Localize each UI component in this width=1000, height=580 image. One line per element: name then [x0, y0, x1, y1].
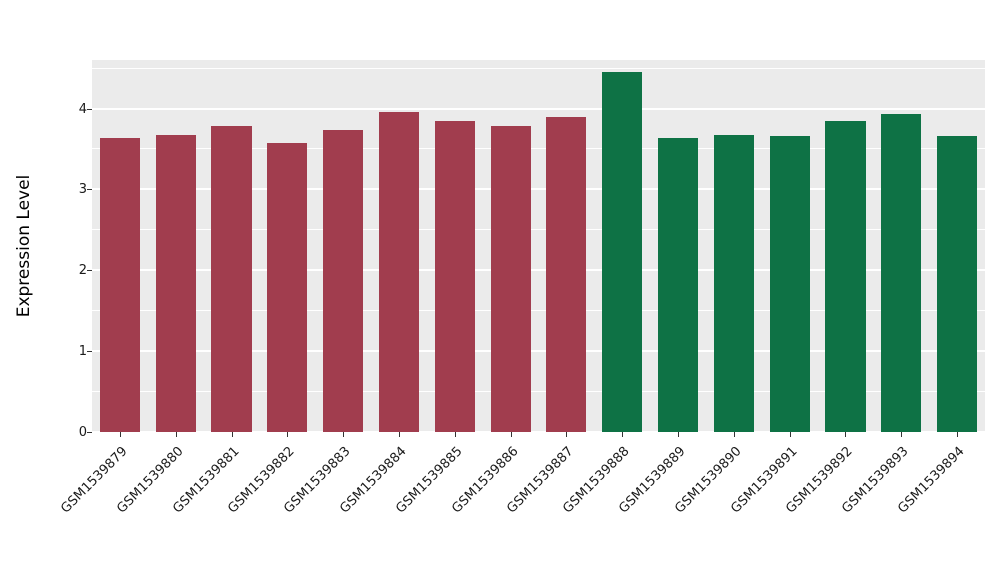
bar	[825, 121, 866, 432]
y-tick-label: 0	[78, 425, 87, 440]
x-tick-label: GSM1539883	[281, 444, 354, 517]
y-tick-mark	[87, 351, 92, 353]
x-tick-label: GSM1539888	[560, 444, 633, 517]
gridline-minor	[92, 229, 985, 231]
bar	[434, 121, 475, 432]
bar	[267, 142, 308, 432]
x-tick-label: GSM1539882	[225, 444, 298, 517]
x-tick-mark	[231, 432, 233, 437]
x-tick-label: GSM1539886	[448, 444, 522, 517]
bar	[769, 136, 810, 432]
y-tick-mark	[87, 432, 92, 433]
bar	[99, 137, 140, 432]
x-tick-mark	[957, 432, 959, 437]
gridline-minor	[92, 148, 985, 150]
gridline-major	[92, 188, 985, 191]
x-tick-mark	[510, 432, 512, 437]
bar	[602, 72, 643, 432]
x-tick-mark	[678, 432, 680, 437]
x-tick-label: GSM1539887	[504, 444, 578, 517]
y-axis-title: Expression Level	[14, 174, 34, 318]
x-tick-mark	[901, 432, 903, 437]
x-tick-label: GSM1539893	[839, 444, 912, 517]
y-tick-label: 3	[78, 182, 87, 198]
x-tick-mark	[733, 432, 735, 437]
y-tick-mark	[87, 189, 92, 191]
x-tick-mark	[287, 432, 289, 437]
x-tick-label: GSM1539894	[895, 444, 968, 517]
bar	[713, 135, 754, 432]
x-tick-mark	[622, 432, 624, 437]
gridline-minor	[92, 310, 985, 312]
x-tick-mark	[175, 432, 177, 437]
x-tick-label: GSM1539892	[783, 444, 857, 517]
x-tick-mark	[566, 432, 568, 437]
x-tick-label: GSM1539880	[113, 444, 187, 517]
plot-panel	[92, 60, 985, 433]
x-tick-label: GSM1539890	[672, 444, 745, 517]
x-tick-mark	[454, 432, 456, 437]
y-tick-mark	[87, 270, 92, 272]
gridline-major	[92, 107, 985, 110]
x-tick-mark	[789, 432, 791, 437]
gridline-minor	[92, 391, 985, 393]
x-tick-label: GSM1539891	[727, 444, 801, 517]
x-tick-mark	[343, 432, 345, 437]
bar	[881, 114, 922, 432]
bar	[490, 125, 531, 432]
x-tick-label: GSM1539885	[392, 444, 466, 517]
gridline-major	[92, 350, 985, 353]
bar	[323, 129, 364, 432]
bar	[155, 135, 196, 432]
y-tick-label: 4	[78, 101, 87, 117]
x-tick-label: GSM1539889	[616, 444, 689, 517]
bar	[378, 111, 420, 432]
gridline-major	[92, 431, 985, 433]
bar	[546, 117, 587, 432]
x-tick-mark	[398, 432, 400, 437]
x-tick-label: GSM1539881	[169, 444, 243, 517]
gridline-minor	[92, 67, 985, 69]
x-tick-label: GSM1539879	[58, 444, 131, 517]
bar	[657, 137, 699, 432]
bar	[211, 125, 252, 432]
bar	[937, 136, 978, 432]
x-tick-mark	[845, 432, 847, 437]
gridline-major	[92, 269, 985, 272]
x-tick-mark	[119, 432, 121, 437]
x-tick-label: GSM1539884	[337, 444, 410, 517]
y-tick-label: 1	[78, 344, 87, 360]
y-tick-mark	[87, 108, 92, 110]
y-tick-label: 2	[78, 263, 87, 279]
